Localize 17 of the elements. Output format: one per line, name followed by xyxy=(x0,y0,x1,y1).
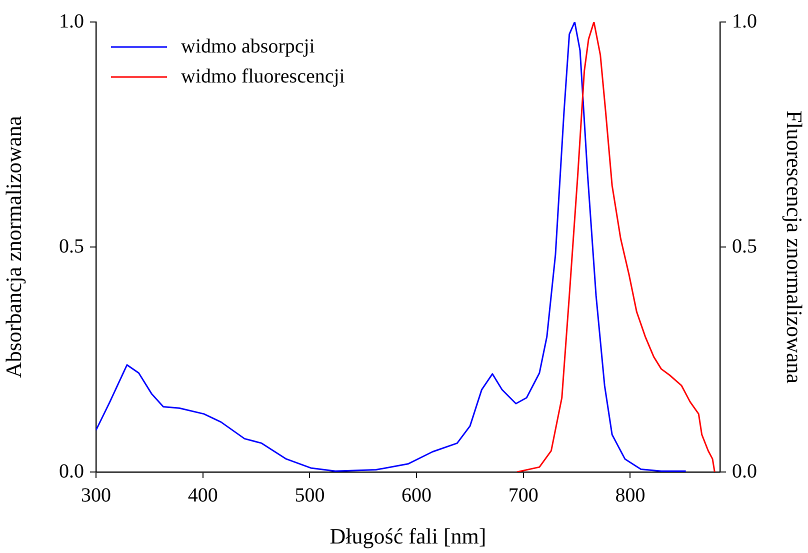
legend-label: widmo fluorescencji xyxy=(181,65,346,88)
y2-axis-title: Fluorescencja znormalizowana xyxy=(782,110,808,384)
y2-tick-label: 1.0 xyxy=(732,10,757,32)
y-tick-label: 1.0 xyxy=(59,10,84,32)
y-axis-title: Absorbancja znormalizowana xyxy=(0,116,26,378)
legend-label: widmo absorpcji xyxy=(181,35,316,58)
y-tick-label: 0.0 xyxy=(59,460,84,482)
x-tick-label: 700 xyxy=(508,484,538,506)
y2-tick-label: 0.0 xyxy=(732,460,757,482)
x-tick-label: 400 xyxy=(188,484,218,506)
x-tick-label: 500 xyxy=(294,484,325,506)
x-tick-label: 800 xyxy=(615,484,646,506)
y-tick-label: 0.5 xyxy=(59,235,84,258)
x-tick-label: 600 xyxy=(402,484,432,506)
x-tick-label: 300 xyxy=(81,484,111,506)
y2-tick-label: 0.5 xyxy=(732,235,757,258)
x-axis-title: Długość fali [nm] xyxy=(330,524,486,549)
